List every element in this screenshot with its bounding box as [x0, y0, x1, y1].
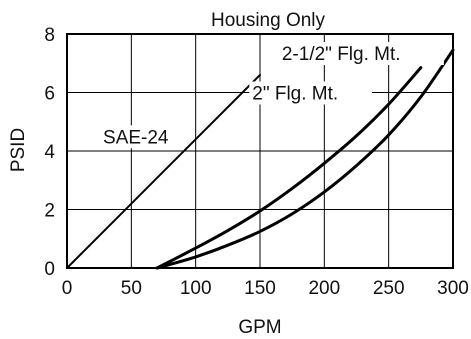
series-label-bg [249, 81, 372, 105]
y-tick-label: 2 [44, 201, 55, 222]
y-axis-label: PSID [8, 128, 29, 172]
y-tick-label: 0 [44, 259, 55, 280]
x-tick-label: 200 [308, 278, 340, 299]
axis-ticks: 0 50 100 150 200 250 300 0 2 4 6 8 [44, 25, 468, 299]
x-tick-label: 150 [244, 278, 276, 299]
plot-frame [66, 33, 454, 269]
series-label: 2-1/2" Flg. Mt. [282, 44, 401, 65]
series-label-bg [100, 125, 170, 149]
series-label: SAE-24 [103, 127, 169, 148]
x-tick-label: 250 [373, 278, 405, 299]
x-tick-label: 100 [180, 278, 212, 299]
x-tick-label: 50 [121, 278, 142, 299]
y-tick-label: 8 [44, 25, 55, 46]
series-label-bg [278, 42, 444, 66]
y-tick-label: 6 [44, 84, 55, 105]
chart-title: Housing Only [211, 10, 326, 31]
series-line-0 [66, 73, 261, 269]
series-label: 2" Flg. Mt. [252, 84, 338, 105]
x-tick-label: 0 [62, 278, 73, 299]
x-tick-label: 300 [437, 278, 469, 299]
series-line-1 [155, 66, 423, 270]
series-layer: SAE-24 2" Flg. Mt. 2-1/2" Flg. Mt. [66, 42, 455, 270]
y-tick-label: 4 [44, 142, 55, 163]
x-axis-label: GPM [238, 317, 281, 338]
series-line-2 [155, 48, 455, 270]
